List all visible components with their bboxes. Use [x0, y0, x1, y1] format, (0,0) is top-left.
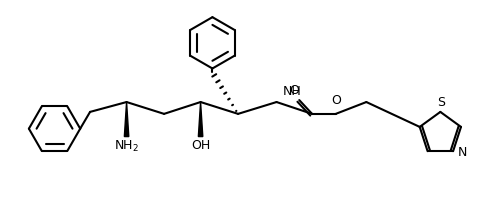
- Text: NH$_2$: NH$_2$: [114, 139, 139, 154]
- Text: O: O: [331, 94, 341, 107]
- Text: N: N: [458, 146, 468, 159]
- Text: OH: OH: [191, 139, 210, 152]
- Text: S: S: [437, 96, 445, 109]
- Polygon shape: [198, 102, 203, 136]
- Polygon shape: [124, 102, 129, 136]
- Text: NH: NH: [283, 85, 302, 98]
- Text: O: O: [289, 84, 299, 97]
